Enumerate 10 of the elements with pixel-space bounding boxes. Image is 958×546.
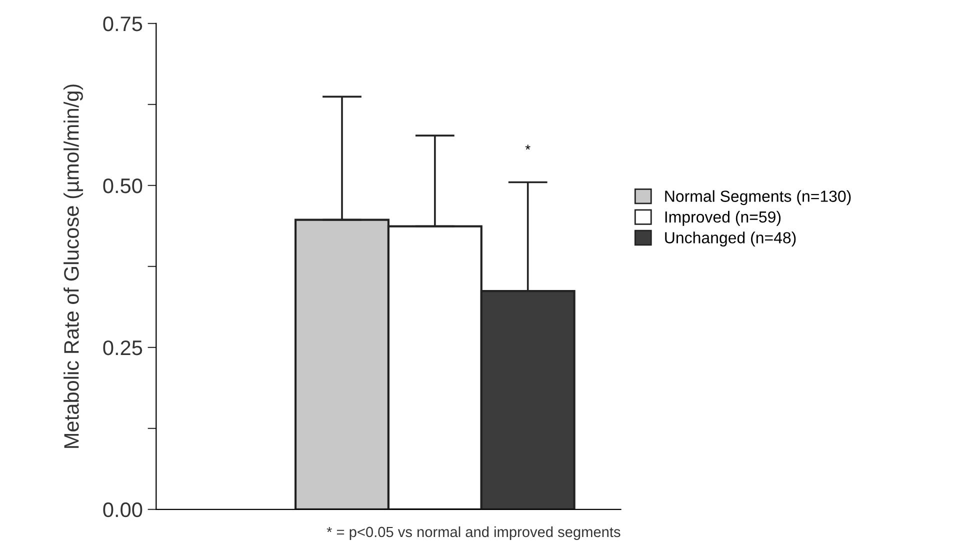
- y-tick-label: 0.00: [103, 502, 142, 518]
- y-tick-label: 0.50: [103, 178, 142, 194]
- legend-label: Unchanged (n=48): [665, 232, 796, 247]
- y-axis-title: Metabolic Rate of Glucose (µmol/min/g): [64, 84, 83, 448]
- y-tick-label: 0.25: [103, 340, 142, 356]
- y-tick-label: 0.75: [103, 16, 142, 32]
- annotation: *: [525, 144, 530, 150]
- legend-label: Improved (n=59): [665, 210, 781, 226]
- text: * = p<0.05 vs normal and improved segments: [326, 526, 620, 540]
- legend-label: Normal Segments (n=130): [665, 190, 851, 206]
